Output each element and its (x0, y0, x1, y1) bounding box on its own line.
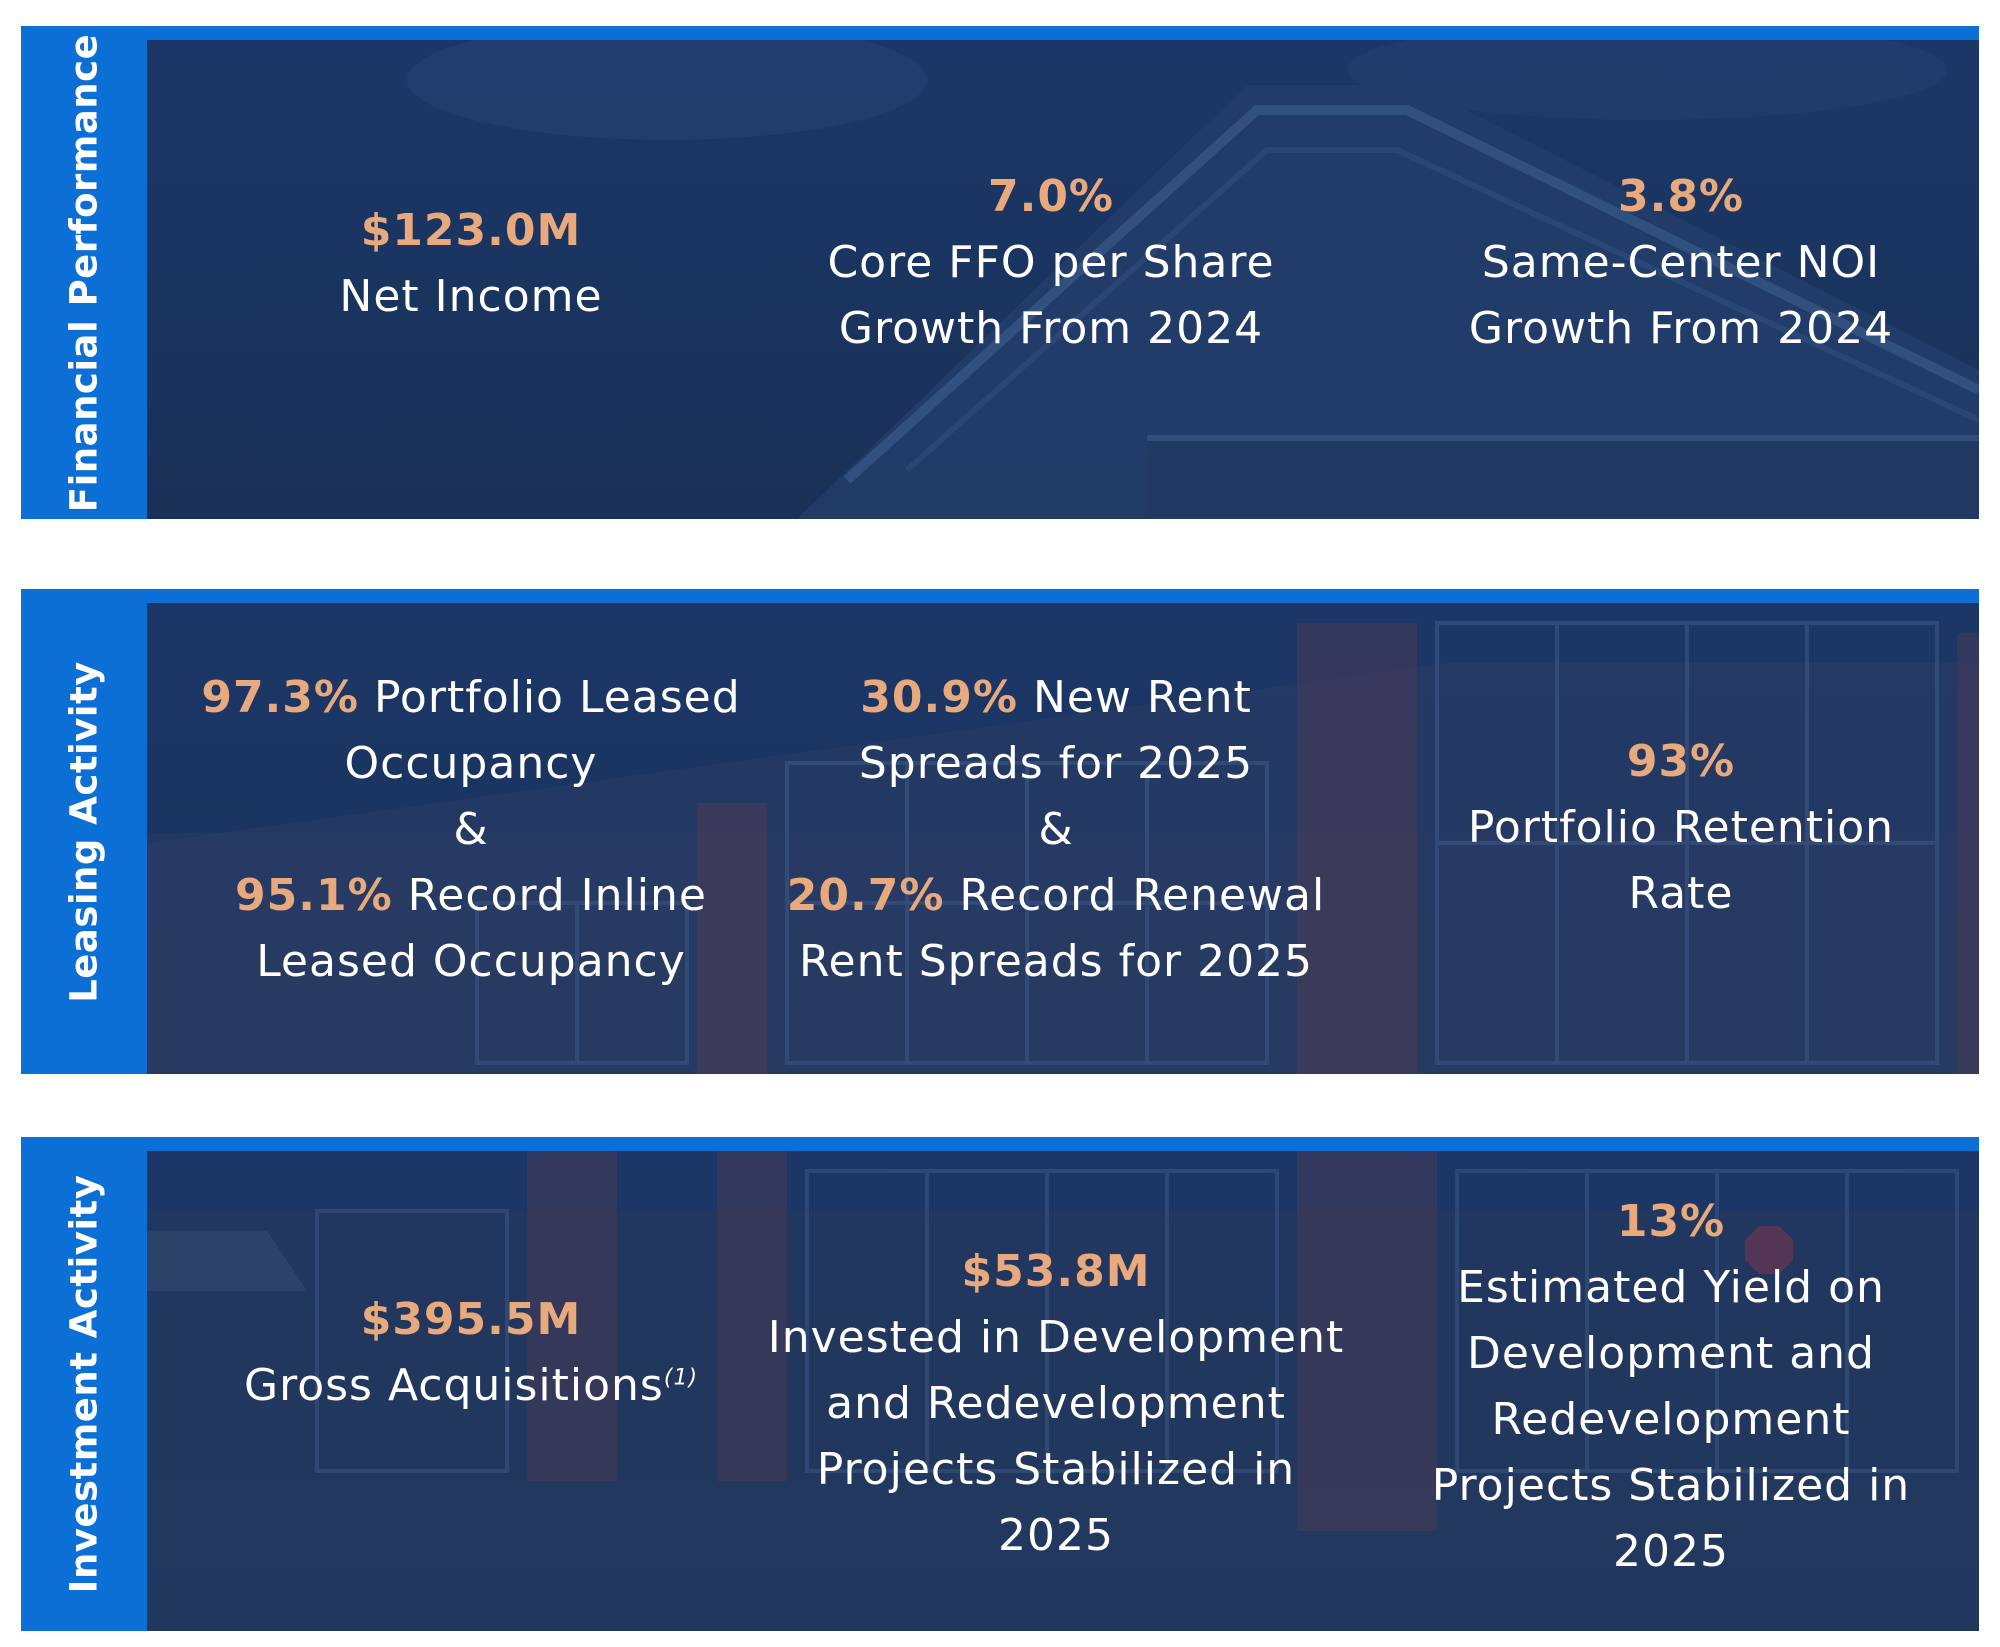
metric-ampersand: & (1038, 804, 1074, 855)
metric-label-line: Projects Stabilized in 2025 (816, 1444, 1296, 1561)
metric-line: Gross Acquisitions(1) (186, 1353, 756, 1419)
section-label: Leasing Activity (62, 660, 106, 1003)
metric-value: $123.0M (360, 205, 582, 256)
panel-background-photo (147, 603, 1979, 1074)
metric-value: 3.8% (1617, 171, 1745, 222)
metric-gross-acquisitions: $395.5M Gross Acquisitions(1) (186, 1287, 756, 1419)
metric-value: 13% (1616, 1196, 1726, 1247)
panel-background-photo (147, 40, 1979, 519)
metric-label-line: 2025 (1613, 1526, 1729, 1577)
financial-performance-panel: Financial Performance $123.0M Net Income… (21, 26, 1979, 519)
metric-value: 20.7% (786, 870, 945, 921)
metric-label-line: Rate (1628, 868, 1734, 919)
footnote-marker: (1) (663, 1365, 699, 1391)
metric-ampersand: & (453, 804, 489, 855)
metric-same-center-noi-growth: 3.8% Same-Center NOI Growth From 2024 (1401, 164, 1961, 362)
panel-background-photo (147, 1151, 1979, 1631)
metric-label-line: Rent Spreads for 2025 (798, 936, 1314, 987)
metric-label-line: Spreads for 2025 (858, 738, 1254, 789)
metric-value: 95.1% (235, 870, 393, 921)
metric-label-line: Redevelopment (1491, 1394, 1851, 1445)
metric-label-line: Growth From 2024 (838, 303, 1264, 354)
metric-label: New Rent (1017, 672, 1252, 723)
metric-line: 97.3% Portfolio Leased (161, 665, 781, 731)
section-label: Financial Performance (62, 33, 106, 512)
metric-label-line: Estimated Yield on (1457, 1262, 1885, 1313)
metric-label-line: Projects Stabilized in (1431, 1460, 1911, 1511)
metric-label: Record Inline (392, 870, 707, 921)
metric-label-line: Occupancy (344, 738, 598, 789)
metric-value: 97.3% (201, 672, 359, 723)
metric-value: 93% (1626, 736, 1736, 787)
investment-activity-panel: Investment Activity $395.5M Gross Acquis… (21, 1137, 1979, 1631)
metric-label: Portfolio Leased (358, 672, 741, 723)
section-tab: Investment Activity (21, 1137, 147, 1631)
metric-label-line: Same-Center NOI (1481, 237, 1881, 288)
metric-value: 30.9% (860, 672, 1018, 723)
section-label: Investment Activity (62, 1174, 106, 1594)
leasing-activity-panel: Leasing Activity 97.3% Portfolio Leased … (21, 589, 1979, 1074)
metric-line: 95.1% Record Inline (161, 863, 781, 929)
metric-line: 20.7% Record Renewal (781, 863, 1331, 929)
metric-leased-occupancy: 97.3% Portfolio Leased Occupancy & 95.1%… (161, 665, 781, 995)
metric-core-ffo-growth: 7.0% Core FFO per Share Growth From 2024 (781, 164, 1321, 362)
metric-estimated-yield: 13% Estimated Yield on Development and R… (1391, 1189, 1951, 1585)
metric-label-line: and Redevelopment (826, 1378, 1286, 1429)
metric-label-line: Growth From 2024 (1468, 303, 1894, 354)
metric-label-line: Core FFO per Share (827, 237, 1275, 288)
metric-line: 30.9% New Rent (781, 665, 1331, 731)
metric-value: $53.8M (961, 1246, 1151, 1297)
metric-label-line: Portfolio Retention (1467, 802, 1895, 853)
metric-retention-rate: 93% Portfolio Retention Rate (1401, 729, 1961, 927)
metric-label-line: Leased Occupancy (256, 936, 686, 987)
metric-value: 7.0% (987, 171, 1115, 222)
metric-label-line: Development and (1467, 1328, 1875, 1379)
metric-label-line: Invested in Development (767, 1312, 1345, 1363)
metric-rent-spreads: 30.9% New Rent Spreads for 2025 & 20.7% … (781, 665, 1331, 995)
metric-label: Record Renewal (944, 870, 1326, 921)
metric-label: Gross Acquisitions (243, 1360, 664, 1411)
metric-development-invested: $53.8M Invested in Development and Redev… (761, 1239, 1351, 1569)
section-tab: Financial Performance (21, 26, 147, 519)
section-tab: Leasing Activity (21, 589, 147, 1074)
metric-net-income: $123.0M Net Income (186, 198, 756, 330)
metric-value: $395.5M (360, 1294, 582, 1345)
metric-label: Net Income (339, 271, 603, 322)
